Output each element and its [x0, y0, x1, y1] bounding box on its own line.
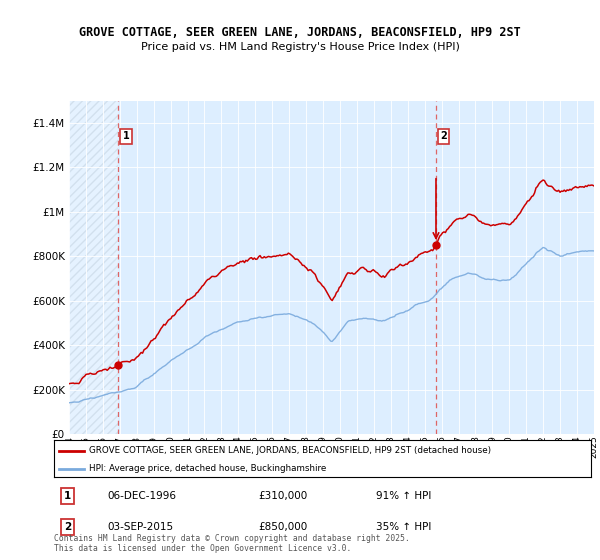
- Text: 91% ↑ HPI: 91% ↑ HPI: [376, 491, 431, 501]
- Text: £850,000: £850,000: [258, 522, 307, 533]
- Text: 1: 1: [64, 491, 71, 501]
- Text: 1: 1: [122, 132, 130, 141]
- Text: 35% ↑ HPI: 35% ↑ HPI: [376, 522, 431, 533]
- Text: GROVE COTTAGE, SEER GREEN LANE, JORDANS, BEACONSFIELD, HP9 2ST: GROVE COTTAGE, SEER GREEN LANE, JORDANS,…: [79, 26, 521, 39]
- Text: Price paid vs. HM Land Registry's House Price Index (HPI): Price paid vs. HM Land Registry's House …: [140, 42, 460, 52]
- Text: 06-DEC-1996: 06-DEC-1996: [108, 491, 176, 501]
- Text: Contains HM Land Registry data © Crown copyright and database right 2025.
This d: Contains HM Land Registry data © Crown c…: [54, 534, 410, 553]
- Text: GROVE COTTAGE, SEER GREEN LANE, JORDANS, BEACONSFIELD, HP9 2ST (detached house): GROVE COTTAGE, SEER GREEN LANE, JORDANS,…: [89, 446, 491, 455]
- Text: 03-SEP-2015: 03-SEP-2015: [108, 522, 174, 533]
- Bar: [69, 101, 118, 434]
- Text: 2: 2: [64, 522, 71, 533]
- Text: 2: 2: [440, 132, 447, 141]
- Text: £310,000: £310,000: [258, 491, 307, 501]
- Text: HPI: Average price, detached house, Buckinghamshire: HPI: Average price, detached house, Buck…: [89, 464, 326, 474]
